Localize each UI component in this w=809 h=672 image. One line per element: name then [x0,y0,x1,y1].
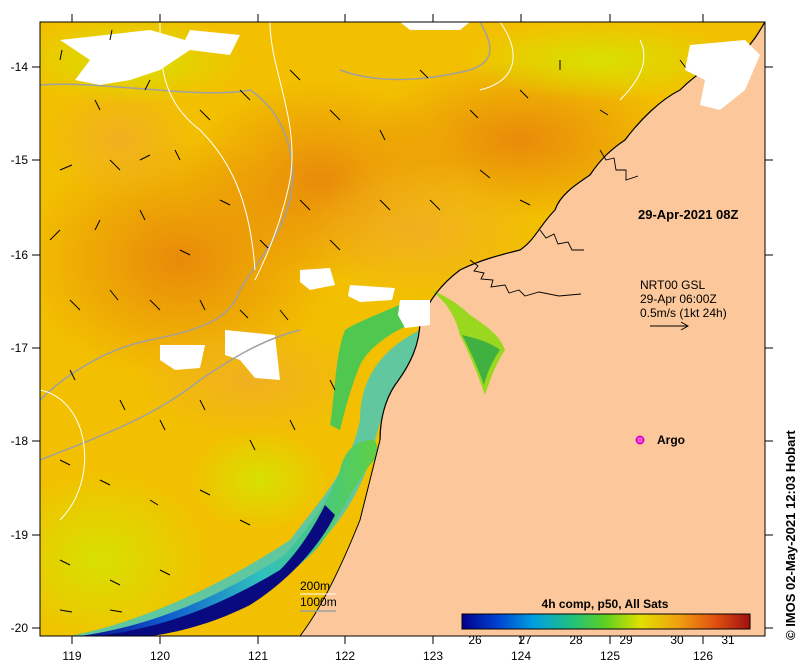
colorbar-tick: 29 [619,633,633,647]
colorbar-tick: 26 [468,633,482,647]
bathymetry-contours [40,22,645,521]
lat-tick: -18 [11,434,29,448]
axis-ticks [32,14,773,644]
colorbar-title: 4h comp, p50, All Sats [542,597,669,611]
cloud-patches [60,22,760,380]
lon-tick: 126 [693,649,713,663]
lon-tick: 119 [62,649,81,663]
lon-tick: 123 [423,649,443,663]
plot-frame [39,21,766,637]
colorbar [461,613,751,630]
lon-tick: 124 [511,649,531,663]
current-product-label: NRT00 GSL [640,278,705,292]
current-arrows [49,29,609,613]
lat-tick: -15 [11,153,29,167]
colorbar-tick-labels: 26 27 28 29 30 31 [468,633,735,647]
lat-tick: -20 [11,621,29,635]
colorbar-tick: 28 [569,633,583,647]
timestamp-label: 29-Apr-2021 08Z [638,207,738,222]
colorbar-tick: 30 [670,633,684,647]
lon-tick: 121 [248,649,268,663]
imos-credit: © IMOS 02-May-2021 12:03 Hobart [783,430,798,640]
land-mass [300,22,765,636]
lon-tick: 120 [150,649,170,663]
current-scale-label: 0.5m/s (1kt 24h) [640,306,727,320]
argo-label: Argo [657,433,685,447]
argo-float-icon [635,435,645,445]
lat-tick-labels: -14 -15 -16 -17 -18 -19 -20 [11,60,29,635]
current-time-label: 29-Apr 06:00Z [640,292,717,306]
lon-tick-labels: 119 120 121 122 123 124 125 126 [62,649,713,663]
contour-1000m-label: 1000m [300,595,337,609]
lat-tick: -14 [11,60,29,74]
lat-tick: -17 [11,341,29,355]
lon-tick: 125 [600,649,620,663]
lon-tick: 122 [335,649,355,663]
colorbar-tick: 31 [721,633,735,647]
colorbar-tick: 27 [518,633,532,647]
contour-200m-label: 200m [300,579,330,593]
lat-tick: -16 [11,248,29,262]
scale-arrow-icon [650,321,690,331]
lat-tick: -19 [11,528,29,542]
